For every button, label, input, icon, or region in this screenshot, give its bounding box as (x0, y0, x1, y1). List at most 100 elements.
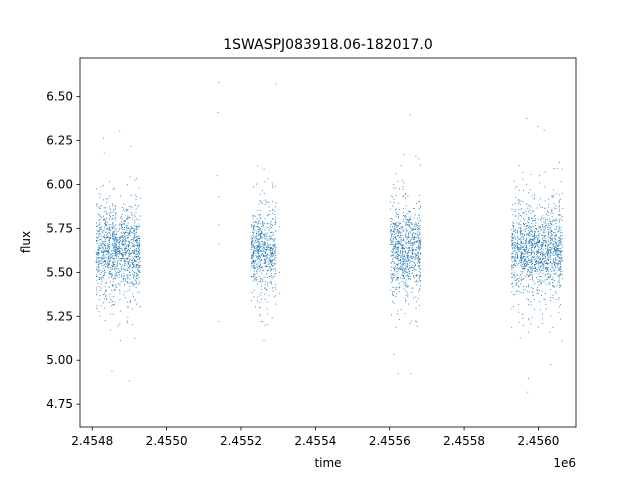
data-point (561, 340, 563, 342)
data-point (264, 259, 266, 261)
data-point (98, 257, 100, 259)
data-point (522, 268, 524, 270)
data-point (554, 249, 556, 251)
data-point (543, 241, 545, 243)
data-point (96, 253, 98, 255)
data-point (274, 253, 276, 254)
data-point (252, 250, 254, 252)
data-point (553, 261, 555, 263)
data-point (525, 266, 527, 267)
data-point (420, 261, 422, 263)
data-point (251, 241, 253, 243)
data-point (396, 226, 398, 228)
data-point (267, 214, 269, 216)
data-point (114, 238, 116, 240)
data-point (134, 214, 135, 216)
data-point (269, 252, 271, 254)
data-point (123, 254, 125, 256)
data-point (121, 218, 123, 220)
data-point (557, 249, 559, 251)
data-point (543, 231, 545, 233)
data-point (537, 248, 539, 250)
data-point (115, 243, 117, 245)
data-point (254, 263, 256, 264)
data-point (536, 229, 538, 231)
data-point (98, 245, 100, 247)
data-point (117, 259, 119, 261)
data-point (393, 354, 395, 355)
data-point (111, 244, 113, 246)
data-point (560, 318, 562, 320)
data-point (396, 229, 398, 230)
data-point (260, 278, 262, 280)
data-point (395, 289, 397, 290)
data-point (554, 286, 555, 288)
data-point (264, 242, 266, 244)
data-point (275, 248, 277, 250)
data-point (105, 239, 107, 241)
data-point (397, 270, 399, 272)
data-point (112, 232, 113, 234)
data-point (521, 208, 523, 210)
data-point (393, 201, 395, 203)
data-point (112, 211, 114, 213)
data-point (549, 253, 551, 255)
data-point (518, 290, 520, 292)
data-point (253, 244, 254, 246)
data-point (138, 251, 139, 252)
data-point (406, 255, 408, 257)
data-point (412, 246, 413, 248)
data-point (550, 251, 552, 253)
data-point (134, 272, 136, 274)
data-point (139, 257, 141, 259)
data-point (102, 243, 104, 244)
data-point (258, 229, 260, 231)
data-point (268, 213, 270, 215)
data-point (418, 258, 420, 260)
data-point (548, 244, 550, 246)
data-point (525, 260, 527, 262)
data-point (116, 248, 118, 250)
data-point (251, 237, 253, 239)
data-point (404, 197, 406, 199)
data-point (392, 244, 394, 245)
data-point (270, 275, 272, 277)
data-point (395, 257, 397, 259)
x-axis-offset-label: 1e6 (553, 456, 576, 470)
data-point (131, 213, 133, 215)
data-point (553, 232, 555, 234)
data-point (396, 252, 398, 254)
data-point (129, 228, 131, 230)
data-point (406, 219, 408, 221)
data-point (272, 268, 274, 270)
data-point (418, 291, 419, 293)
data-point (560, 240, 561, 242)
data-point (527, 250, 529, 252)
data-point (133, 275, 134, 277)
data-point (121, 264, 123, 266)
data-point (130, 212, 132, 213)
data-point (553, 202, 555, 204)
data-point (138, 255, 140, 257)
data-point (254, 273, 256, 275)
data-point (265, 238, 267, 240)
data-point (560, 241, 562, 243)
data-point (522, 172, 524, 173)
data-point (397, 231, 399, 233)
data-point (127, 222, 129, 224)
data-point (533, 248, 535, 250)
data-point (136, 218, 138, 220)
data-point (536, 207, 538, 209)
data-point (560, 229, 562, 231)
data-point (524, 249, 526, 251)
data-point (550, 238, 552, 240)
data-point (395, 245, 396, 247)
data-point (555, 263, 557, 265)
data-point (560, 218, 562, 220)
data-point (112, 268, 113, 270)
data-point (415, 258, 416, 260)
data-point (530, 267, 532, 269)
data-point (264, 252, 266, 254)
data-point (111, 285, 113, 286)
data-point (411, 251, 413, 253)
